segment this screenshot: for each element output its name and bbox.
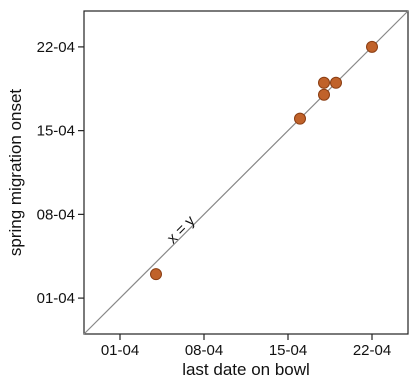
x-tick-label: 15-04	[269, 342, 307, 359]
identity-line	[83, 10, 409, 335]
data-point	[330, 76, 342, 89]
y-tick-label: 01-04	[37, 290, 75, 307]
data-point	[318, 88, 330, 101]
data-point	[366, 40, 378, 53]
data-points	[150, 40, 378, 281]
y-tick-label: 22-04	[37, 39, 75, 56]
y-tick-label: 15-04	[37, 123, 75, 140]
data-point	[294, 112, 306, 125]
x-tick-label: 08-04	[185, 342, 223, 359]
y-axis-ticks: 01-04 08-04 15-04 22-04	[37, 39, 84, 307]
x-tick-label: 01-04	[101, 342, 139, 359]
data-point	[318, 76, 330, 89]
identity-line-label: x = y	[164, 212, 199, 247]
data-point	[150, 268, 162, 281]
x-axis-ticks: 01-04 08-04 15-04 22-04	[101, 334, 391, 359]
y-axis-label: spring migration onset	[6, 89, 25, 257]
plot-frame	[83, 10, 409, 335]
y-tick-label: 08-04	[37, 206, 75, 223]
x-axis-label: last date on bowl	[182, 360, 310, 379]
x-tick-label: 22-04	[353, 342, 391, 359]
